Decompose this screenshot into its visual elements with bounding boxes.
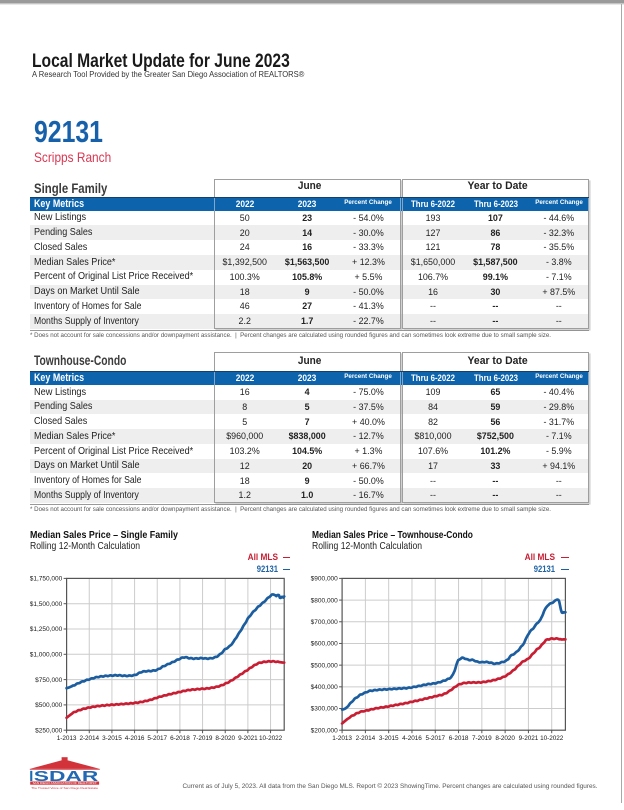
svg-text:3-2015: 3-2015 (102, 735, 122, 742)
svg-text:5-2017: 5-2017 (147, 735, 167, 742)
svg-text:1-2013: 1-2013 (57, 735, 77, 742)
svg-text:$250,000: $250,000 (35, 727, 62, 734)
svg-text:8-2020: 8-2020 (495, 735, 515, 742)
svg-text:7-2019: 7-2019 (193, 735, 213, 742)
svg-text:9-2021: 9-2021 (238, 735, 258, 742)
svg-text:SDAR: SDAR (34, 768, 99, 785)
svg-text:4-2016: 4-2016 (402, 735, 422, 742)
svg-text:3-2015: 3-2015 (379, 735, 399, 742)
svg-text:6-2018: 6-2018 (449, 735, 469, 742)
svg-text:$600,000: $600,000 (311, 641, 338, 648)
svg-text:$900,000: $900,000 (311, 576, 338, 583)
svg-text:$500,000: $500,000 (311, 662, 338, 669)
svg-text:$750,000: $750,000 (35, 677, 62, 684)
svg-text:$1,500,000: $1,500,000 (30, 601, 63, 608)
svg-text:$400,000: $400,000 (311, 684, 338, 691)
svg-text:$700,000: $700,000 (311, 619, 338, 626)
svg-text:10-2022: 10-2022 (540, 735, 564, 742)
svg-text:4-2016: 4-2016 (125, 735, 145, 742)
svg-text:$1,750,000: $1,750,000 (30, 576, 63, 583)
svg-text:6-2018: 6-2018 (170, 735, 190, 742)
svg-text:2-2014: 2-2014 (356, 735, 376, 742)
svg-text:7-2019: 7-2019 (472, 735, 492, 742)
svg-text:$300,000: $300,000 (311, 706, 338, 713)
svg-text:The Trusted Voice of San Diego: The Trusted Voice of San Diego Real Esta… (31, 786, 98, 790)
svg-text:1-2013: 1-2013 (332, 735, 352, 742)
svg-text:8-2020: 8-2020 (215, 735, 235, 742)
svg-text:$500,000: $500,000 (35, 702, 62, 709)
svg-text:$1,000,000: $1,000,000 (30, 652, 63, 659)
svg-text:5-2017: 5-2017 (425, 735, 445, 742)
svg-text:$200,000: $200,000 (311, 727, 338, 734)
svg-text:$800,000: $800,000 (311, 597, 338, 604)
svg-text:SAN DIEGO ASSOCIATION OF REALT: SAN DIEGO ASSOCIATION OF REALTORS® (33, 782, 97, 785)
svg-text:9-2021: 9-2021 (519, 735, 539, 742)
svg-text:2-2014: 2-2014 (79, 735, 99, 742)
svg-text:$1,250,000: $1,250,000 (30, 626, 63, 633)
svg-text:10-2022: 10-2022 (259, 735, 283, 742)
